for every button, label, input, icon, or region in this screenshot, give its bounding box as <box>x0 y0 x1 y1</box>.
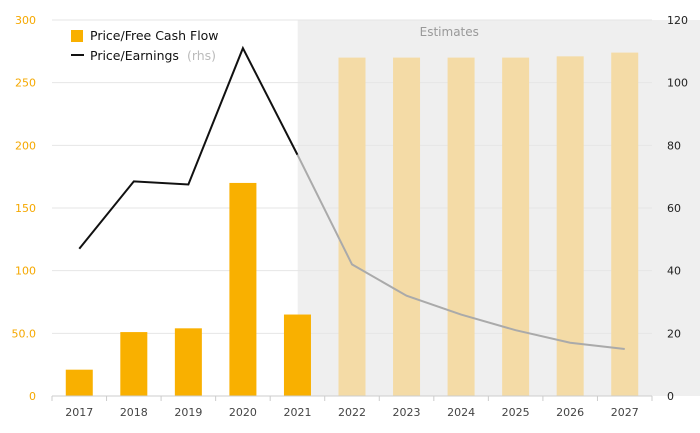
x-tick-label-2017: 2017 <box>65 406 93 419</box>
x-tick-label-2025: 2025 <box>502 406 530 419</box>
legend: Price/Free Cash Flow Price/Earnings (rhs… <box>71 28 219 63</box>
y-left-tick-label: 200 <box>15 139 36 152</box>
line-price-earnings-estimate <box>296 154 625 350</box>
bar-2021 <box>283 314 311 396</box>
bar-2020 <box>229 182 257 396</box>
y-right-tick-label: 80 <box>667 139 681 152</box>
y-axis-right: 0 20 40 60 80 100 120 <box>667 14 688 403</box>
bar-2017 <box>65 369 93 396</box>
bar-2024 <box>447 57 475 396</box>
legend-swatch-bar <box>71 30 83 42</box>
bar-2019 <box>174 328 202 396</box>
y-right-tick-label: 40 <box>667 265 681 278</box>
x-tick-label-2021: 2021 <box>283 406 311 419</box>
legend-label-bar: Price/Free Cash Flow <box>90 28 219 43</box>
legend-label-line: Price/Earnings (rhs) <box>90 48 216 63</box>
y-right-tick-label: 100 <box>667 77 688 90</box>
bar-2025 <box>502 57 530 396</box>
y-right-tick-label: 20 <box>667 327 681 340</box>
bar-series <box>65 52 639 396</box>
y-left-tick-label: 300 <box>15 14 36 27</box>
y-left-tick-label: 150 <box>15 202 36 215</box>
y-right-tick-label: 0 <box>667 390 674 403</box>
x-axis: 2017 2018 2019 2020 2021 2022 2023 2024 2025 2026… <box>51 395 653 419</box>
x-tick-label-2027: 2027 <box>611 406 639 419</box>
bar-2027 <box>611 52 639 396</box>
bar-2023 <box>393 57 421 396</box>
x-tick-label-2024: 2024 <box>447 406 475 419</box>
x-tick-label-2023: 2023 <box>393 406 421 419</box>
y-left-tick-label: 250 <box>15 77 36 90</box>
x-tick-label-2026: 2026 <box>556 406 584 419</box>
x-tick-label-2019: 2019 <box>174 406 202 419</box>
y-right-tick-label: 120 <box>667 14 688 27</box>
x-tick-label-2018: 2018 <box>120 406 148 419</box>
x-tick-label-2022: 2022 <box>338 406 366 419</box>
y-axis-left: 0 50.0 100 150 200 250 300 <box>12 14 37 403</box>
y-left-tick-label: 0 <box>29 390 36 403</box>
x-tick-label-2020: 2020 <box>229 406 257 419</box>
estimates-label: Estimates <box>420 25 479 39</box>
y-right-tick-label: 60 <box>667 202 681 215</box>
legend-label-line-suffix: (rhs) <box>187 48 216 63</box>
bar-2026 <box>556 56 584 396</box>
bar-2018 <box>120 332 148 396</box>
y-left-tick-label: 100 <box>15 265 36 278</box>
line-series <box>78 45 625 350</box>
y-left-tick-label: 50.0 <box>12 327 37 340</box>
bar-2022 <box>338 57 366 396</box>
line-price-earnings-actual <box>78 45 299 250</box>
legend-label-line-name: Price/Earnings <box>90 48 179 63</box>
